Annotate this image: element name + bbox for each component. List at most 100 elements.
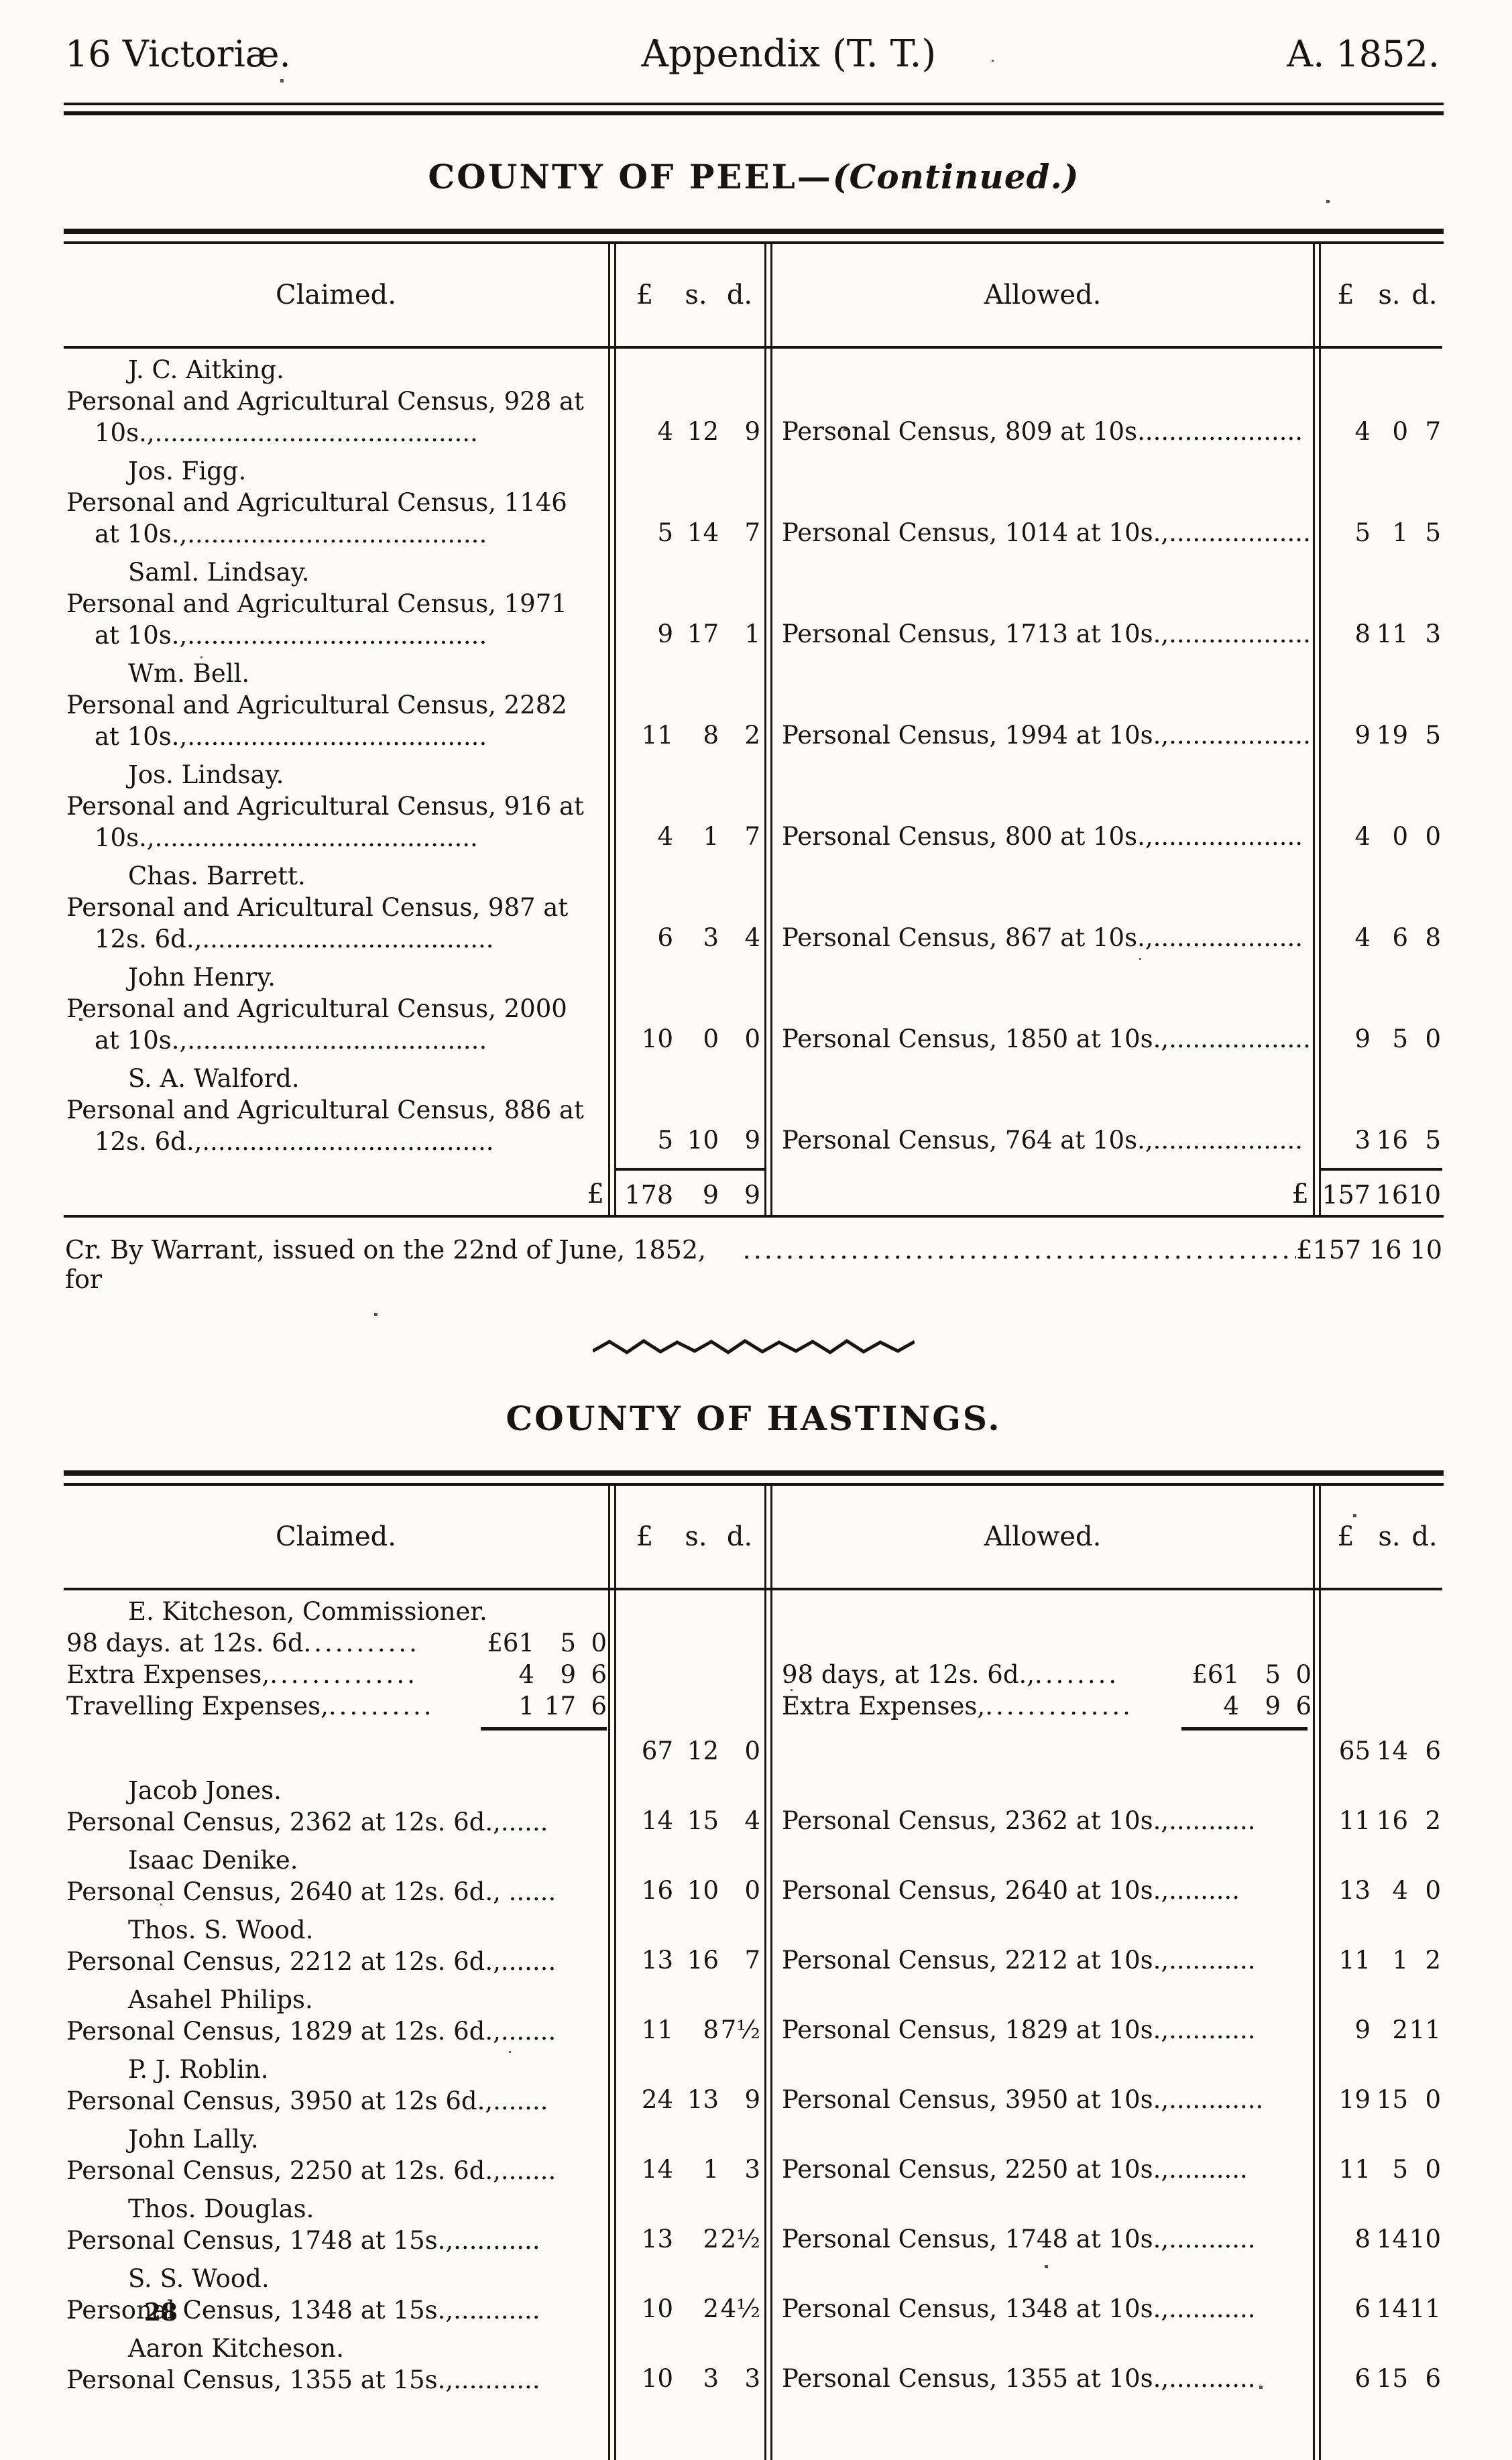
column-divider	[764, 1486, 772, 1590]
allowed-description: Personal Census, 1748 at 10s.,..........…	[782, 2225, 1256, 2253]
claimed-amount-pence: 2	[744, 721, 760, 750]
allowed-amount-pence: 5	[1425, 518, 1441, 547]
table-row-hastings: Jacob Jones. Personal Census, 2362 at 12s…	[64, 1769, 1444, 1839]
claimed-amount-shillings: 15	[687, 1806, 719, 1835]
claimed-cell: P. J. Roblin. Personal Census, 3950 at 12…	[64, 2048, 608, 2118]
column-divider	[764, 349, 772, 450]
peel-header-lsd-allowed: £ s. d.	[1321, 244, 1442, 349]
claimed-cell: J. C. Aitking. Personal and Agricultural …	[64, 349, 608, 450]
allowed-amount-pence: 2	[1425, 1946, 1441, 1975]
allowed-amount-shillings: 14	[1376, 2225, 1408, 2253]
column-divider	[608, 2048, 616, 2118]
commissioner-allowed-line-label: Extra Expenses,	[782, 1692, 986, 1720]
claimed-amount-shillings: 14	[687, 518, 719, 547]
allowed-amount-pence: 0	[1425, 2155, 1441, 2184]
hastings-header-allowed: Allowed.	[772, 1486, 1313, 1590]
allowed-amount: 19 15 0	[1321, 2084, 1442, 2118]
totals-currency-allowed: £	[1291, 1179, 1309, 1210]
commissioner-claimed-line-amount-pence: 6	[591, 1660, 607, 1689]
allowed-amount-pence: 7	[1425, 417, 1441, 446]
claimed-cell: Asahel Philips. Personal Census, 1829 at …	[64, 1979, 608, 2048]
allowed-subtotal-pence: 6	[1425, 1737, 1441, 1765]
claimed-amount-pence: 3	[744, 2155, 760, 2184]
hastings-table: Claimed. £ s. d. Allowed. £ s. d. E. Kitches…	[64, 1470, 1444, 2460]
column-divider	[1313, 2118, 1321, 2188]
claimed-cell: Thos. Douglas. Personal Census, 1748 at 1…	[64, 2188, 608, 2258]
column-divider	[1313, 349, 1321, 450]
claimed-amount: 24 13 9	[616, 2084, 764, 2118]
entry-name: John Lally.	[128, 2125, 259, 2154]
table-row-hastings: Asahel Philips. Personal Census, 1829 at …	[64, 1979, 1444, 2048]
claimed-amount-shillings: 8	[703, 721, 719, 750]
commissioner-claimed-line-dot-leader: ..............	[270, 1660, 418, 1689]
column-divider	[764, 1159, 772, 1215]
claimed-subtotal-pounds: 67	[641, 1737, 673, 1765]
table-row-peel: Jos. Figg. Personal and Agricultural Cens…	[64, 450, 1444, 551]
claimed-amount-pounds: 10	[641, 2364, 673, 2393]
claimed-amount: 4 12 9	[616, 416, 764, 450]
commissioner-claimed-line-label: Extra Expenses,	[66, 1660, 270, 1689]
allowed-cell-multiline: 98 days, at 12s. 6d., ........ £61 5 0 Extra…	[772, 1653, 1313, 1769]
column-divider	[1313, 2258, 1321, 2327]
claimed-amount: 5 14 7	[616, 517, 764, 551]
claimed-amount-shillings: 1	[703, 2155, 719, 2184]
claimed-amount-pounds: 14	[641, 2155, 673, 2184]
commissioner-allowed-line-amount-shillings: 5	[1265, 1660, 1281, 1689]
allowed-subtotal: 65 14 6	[1321, 1735, 1442, 1769]
allowed-description: Personal Census, 1014 at 10s.,..........…	[782, 518, 1311, 547]
claimed-description-line: Personal and Agricultural Census, 1971	[66, 589, 567, 618]
allowed-amount: 11 16 2	[1321, 1805, 1442, 1839]
claimed-description-line: 12s. 6d.,...............................…	[95, 1127, 494, 1156]
allowed-amount-pence: 0	[1425, 2085, 1441, 2114]
shillings-abbrev: s.	[685, 1521, 707, 1552]
column-divider	[608, 1769, 616, 1839]
commissioner-claimed-line-amount-pence: 6	[591, 1692, 607, 1720]
column-divider	[764, 2048, 772, 2118]
allowed-amount-pence: 11	[1409, 2015, 1441, 2044]
commissioner-allowed-line-dot-leader: ..............	[985, 1692, 1133, 1720]
commissioner-allowed-line-label: 98 days, at 12s. 6d.,	[782, 1660, 1035, 1689]
column-divider	[1313, 1159, 1321, 1215]
claimed-cell: S. S. Wood. Personal Census, 1348 at 15s.…	[64, 2258, 608, 2327]
commissioner-allowed-line-amount-pounds: 4	[1223, 1692, 1239, 1720]
page-number: 28	[144, 2298, 178, 2327]
table-row-hastings: S. S. Wood. Personal Census, 1348 at 15s.…	[64, 2258, 1444, 2327]
claimed-amount-shillings: 13	[687, 2085, 719, 2114]
pound-symbol: £	[1337, 280, 1354, 310]
claimed-description-line: Personal Census, 1355 at 15s.,..........…	[66, 2365, 540, 2394]
table-row-hastings: P. J. Roblin. Personal Census, 3950 at 12…	[64, 2048, 1444, 2118]
column-divider	[608, 349, 616, 450]
allowed-amount-shillings: 5	[1392, 1024, 1408, 1053]
allowed-amount: 9 19 5	[1321, 719, 1442, 754]
allowed-total-shillings: 16	[1375, 1180, 1408, 1210]
claimed-amount-pence: 7	[744, 1946, 760, 1975]
allowed-amount-shillings: 14	[1376, 2294, 1408, 2323]
entry-name: P. J. Roblin.	[128, 2055, 269, 2084]
allowed-description: Personal Census, 764 at 10s.,...........…	[782, 1126, 1303, 1155]
entry-name: Aaron Kitcheson.	[128, 2334, 344, 2363]
column-divider	[764, 2327, 772, 2397]
claimed-total-shillings: 9	[702, 1180, 719, 1210]
peel-title-continued: (Continued.)	[832, 157, 1080, 196]
commissioner-claimed-line-dot-leader: ..........	[328, 1692, 434, 1720]
column-divider	[764, 244, 772, 349]
entry-name: Chas. Barrett.	[128, 862, 306, 890]
column-divider	[608, 1590, 616, 1769]
commissioner-claimed-line-amount-pounds: 1	[518, 1692, 534, 1720]
allowed-amount-pounds: 11	[1338, 1946, 1371, 1975]
peel-section-title: COUNTY OF PEEL—(Continued.)	[64, 157, 1444, 196]
allowed-amount-shillings: 16	[1376, 1806, 1408, 1835]
hastings-table-header-row: Claimed. £ s. d. Allowed. £ s. d.	[64, 1486, 1444, 1590]
claimed-amount: 10 3 3	[616, 2363, 764, 2397]
allowed-amount-shillings: 4	[1392, 1876, 1408, 1905]
entry-name: Jacob Jones.	[128, 1776, 282, 1805]
column-divider	[608, 754, 616, 855]
claimed-amount: 11 8 7½	[616, 2014, 764, 2048]
claimed-subtotal-shillings: 12	[687, 1737, 719, 1765]
claimed-total-pounds: 178	[624, 1180, 673, 1210]
claimed-amount: 14 15 4	[616, 1805, 764, 1839]
allowed-amount-shillings: 6	[1392, 923, 1408, 952]
commissioner-claimed-line-amount-shillings: 17	[544, 1692, 576, 1720]
allowed-amount-shillings: 0	[1392, 417, 1408, 446]
allowed-amount-pounds: 11	[1338, 1806, 1371, 1835]
